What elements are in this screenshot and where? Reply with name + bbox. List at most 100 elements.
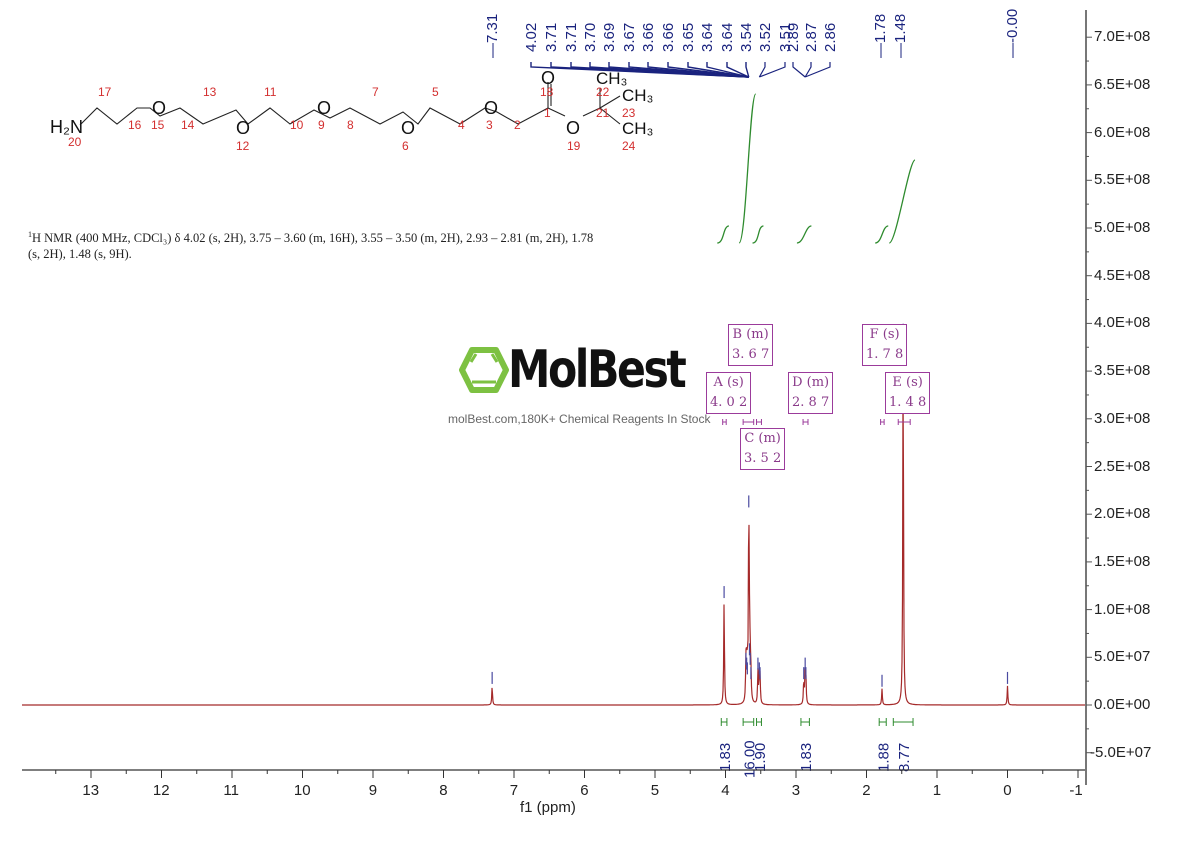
peak-label: 3.64 [719,23,736,52]
integral-curve [738,93,757,244]
integral-curves [717,93,916,244]
integral-curve [875,225,889,244]
x-tick-label: 4 [721,782,730,799]
multiplet-box-c: C (m) 3. 5 2 [740,428,786,470]
integral-curve [717,225,730,244]
peak-label: 3.70 [582,23,599,52]
molecule-backbone [79,107,566,126]
x-tick-label: 8 [439,782,448,799]
oxygen-label: O [236,118,250,138]
peak-connector [667,62,749,78]
integral-value: 1.90 [752,743,769,772]
peak-label: 3.54 [738,23,755,52]
oxygen-label: O [401,118,415,138]
peak-connector [759,62,786,78]
peak-label: 3.64 [699,23,716,52]
y-tick-label: 6.5E+08 [1094,75,1151,93]
nucleus-superscript: 1 [28,230,32,239]
integral-curve [888,159,916,244]
peak-label: 3.66 [660,23,677,52]
x-tick-label: 5 [650,782,660,799]
atom-number: 19 [567,139,581,153]
atom-number: 21 [596,106,610,120]
y-tick-label: 3.0E+08 [1094,409,1151,427]
y-tick-label: 2.5E+08 [1094,457,1151,475]
multiplet-box-a: A (s) 4. 0 2 [706,372,752,414]
y-tick-label: 0.0E+00 [1094,696,1151,713]
atom-number: 14 [181,118,195,132]
spectrum-line [22,383,1086,706]
atom-number: 7 [372,85,379,99]
integral-value: 1.83 [798,743,815,772]
atom-number: 17 [98,85,112,99]
atom-number: 11 [264,85,277,99]
x-tick-label: 3 [791,782,801,799]
peak-label: 2.87 [803,23,820,52]
atom-number: 3 [486,118,493,132]
peak-connector [804,62,812,78]
peak-label: 3.71 [543,23,560,52]
peak-label: 3.67 [621,23,638,52]
peak-label: —7.31 [484,14,501,58]
y-tick-label: 2.0E+08 [1094,505,1151,523]
molbest-logo-icon [459,347,509,393]
atom-number: 20 [68,135,82,149]
watermark-tagline: molBest.com,180K+ Chemical Reagents In S… [448,412,711,426]
peak-label: 3.69 [601,23,618,52]
y-tick-label: 4.5E+08 [1094,266,1151,284]
nmr-description: 1H NMR (400 MHz, CDCl₃) δ 4.02 (s, 2H), … [28,227,598,262]
multiplet-box-e: E (s) 1. 4 8 [885,372,931,414]
peak-connector [792,62,806,78]
peak-label: 2.86 [822,23,839,52]
peak-label: 3.66 [640,23,657,52]
peak-label: 3.71 [563,23,580,52]
x-tick-label: -1 [1069,782,1083,799]
oxygen-label: O [317,98,331,118]
peak-label: 3.51 [777,23,794,52]
peak-label: —1.48 [892,14,909,58]
integral-brackets: 1.83 16.001.90 1.83 1.88 8.77 [717,419,914,778]
peak-label: 3.65 [680,23,697,52]
peak-label: 4.02 [523,23,540,52]
y-tick-label: 5.0E+07 [1094,648,1151,666]
y-tick-label: 5.0E+08 [1094,219,1151,236]
integral-curve [752,225,764,244]
atom-number: 24 [622,139,636,153]
x-axis-title: f1 (ppm) [520,799,576,816]
atom-number: 5 [432,85,439,99]
atom-number: 4 [458,118,465,132]
integral-value: 1.83 [717,743,734,772]
y-tick-label: 4.0E+08 [1094,314,1151,332]
atom-number: 18 [540,85,554,99]
peak-label: 3.52 [757,23,774,52]
atom-number: 12 [236,139,250,153]
peak-label: 2.89 [785,23,802,52]
oxygen-label: O [152,98,166,118]
integral-value: 1.88 [876,743,893,772]
integral-value: 16.00 [741,740,758,778]
atom-number: 2 [514,118,521,132]
peak-connector [726,62,750,78]
atom-number: 22 [596,85,610,99]
y-tick-label: 6.0E+08 [1094,123,1151,141]
atom-number: 8 [347,118,354,132]
tbutyl-bond [599,95,621,109]
x-tick-label: 1 [932,782,942,799]
y-tick-label: 1.0E+08 [1094,600,1151,618]
oxygen-label: O [541,68,555,88]
amine-label: H₂N [50,117,83,137]
peak-connector [687,62,749,78]
y-tick-label: 5.5E+08 [1094,171,1151,189]
peak-connector [647,62,749,78]
atom-number: 10 [290,118,304,132]
peak-labels: —7.31 4.02 3.71 3.71 3.70 3.69 3.67 3.66 3.66 3.6… [484,9,1021,78]
atom-number: 13 [203,85,217,99]
x-tick-label: 9 [368,782,378,799]
x-tick-label: 11 [223,782,239,799]
peak-connector [804,62,831,78]
integral-value: 8.77 [896,743,913,772]
tbutyl-bond [599,107,621,125]
peak-label: —1.78 [872,14,889,58]
